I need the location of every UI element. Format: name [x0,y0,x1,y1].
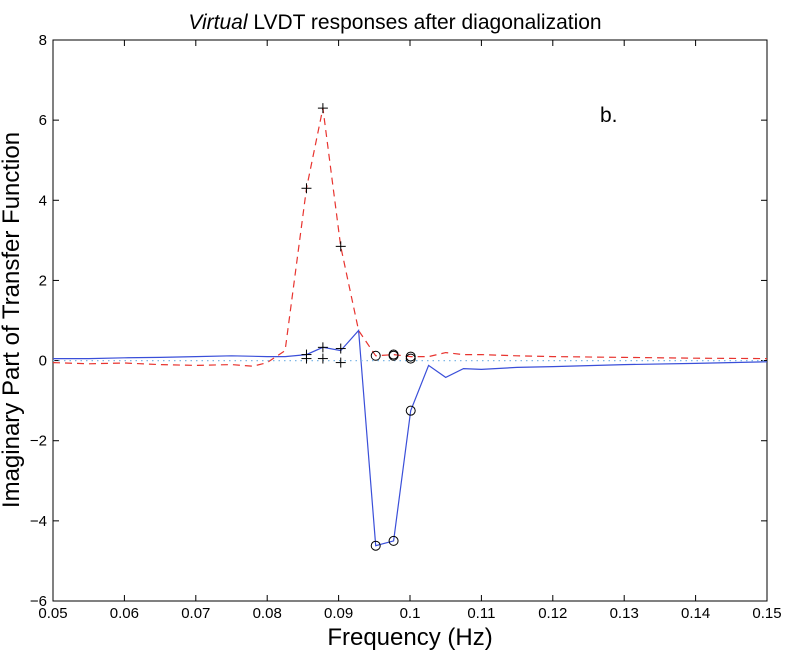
x-tick-label: 0.08 [253,605,282,622]
x-tick-label: 0.11 [467,605,495,622]
circle-marker [370,350,381,361]
plus-marker [317,103,328,114]
y-tick-label: −2 [30,433,47,450]
panel-annotation: b. [600,104,618,127]
y-tick-label: −6 [30,593,47,610]
x-tick-label: 0.1 [400,605,421,622]
series-line-solid [53,329,768,547]
y-tick-label: 4 [39,192,47,209]
series-layer [52,107,768,547]
plot-frame [52,39,768,602]
x-tick-label: 0.07 [181,605,210,622]
x-tick-label: 0.06 [110,605,139,622]
plus-marker [301,353,312,364]
x-tick-label: 0.09 [324,605,353,622]
x-tick-label: 0.14 [681,605,710,622]
y-tick-label: −4 [30,513,47,530]
chart-title: Virtual LVDT responses after diagonaliza… [188,11,601,34]
chart-title-rest: LVDT responses after diagonalization [248,11,602,34]
x-axis-label: Frequency (Hz) [327,624,492,651]
circle-marker [405,405,416,416]
x-tick-label: 0.15 [752,605,781,622]
ticks-layer: 0.05 0.06 0.07 0.08 0.09 0.1 0.11 0.12 0.13 0.14 0… [30,32,782,622]
plus-marker [335,343,346,354]
x-tick-label: 0.12 [538,605,567,622]
circle-marker [388,350,399,361]
circle-marker [388,535,399,546]
y-tick-label: 6 [39,112,47,129]
y-tick-label: 2 [39,272,47,289]
chart-title-italic: Virtual [188,11,248,34]
y-axis-label: Imaginary Part of Transfer Function [0,132,25,508]
circle-marker [370,540,381,551]
plus-marker [335,241,346,252]
y-tick-label: 0 [39,353,47,370]
markers-layer [301,103,416,551]
x-tick-label: 0.13 [610,605,639,622]
plus-marker [317,353,328,364]
y-tick-label: 8 [39,32,47,49]
plus-marker [317,342,328,353]
plus-marker [335,357,346,368]
series-line-dashed [52,107,768,367]
x-tick-label: 0.05 [38,605,67,622]
plus-marker [301,183,312,194]
circle-marker [405,353,416,364]
